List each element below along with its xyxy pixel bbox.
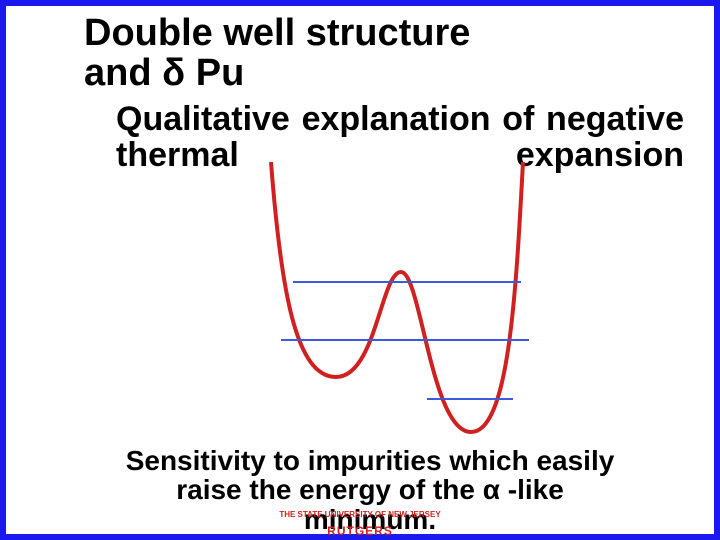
footer-line1: THE STATE UNIVERSITY OF NEW JERSEY [279, 510, 440, 519]
energy-level-1 [281, 339, 529, 341]
footer-affiliation: THE STATE UNIVERSITY OF NEW JERSEY RUTGE… [6, 504, 714, 539]
title-line1: Double well structure [84, 12, 470, 54]
slide-title: Double well structure and δ Pu [84, 14, 470, 94]
energy-level-2 [427, 398, 513, 400]
potential-curve [241, 202, 541, 422]
slide-frame: Double well structure and δ Pu Qualitati… [0, 0, 720, 540]
title-line2: and δ Pu [84, 52, 244, 94]
slide-subtitle: Qualitative explanation of negative ther… [116, 102, 684, 173]
footer-line2: RUTGERS [327, 524, 393, 538]
curve-path [271, 162, 523, 432]
energy-level-0 [293, 281, 521, 283]
subtitle-text: Qualitative explanation of negative ther… [116, 100, 684, 174]
bottom-line1: Sensitivity to impurities which easily [126, 445, 615, 476]
bottom-line2: raise the energy of the α -like [176, 474, 564, 505]
double-well-diagram [241, 202, 541, 422]
